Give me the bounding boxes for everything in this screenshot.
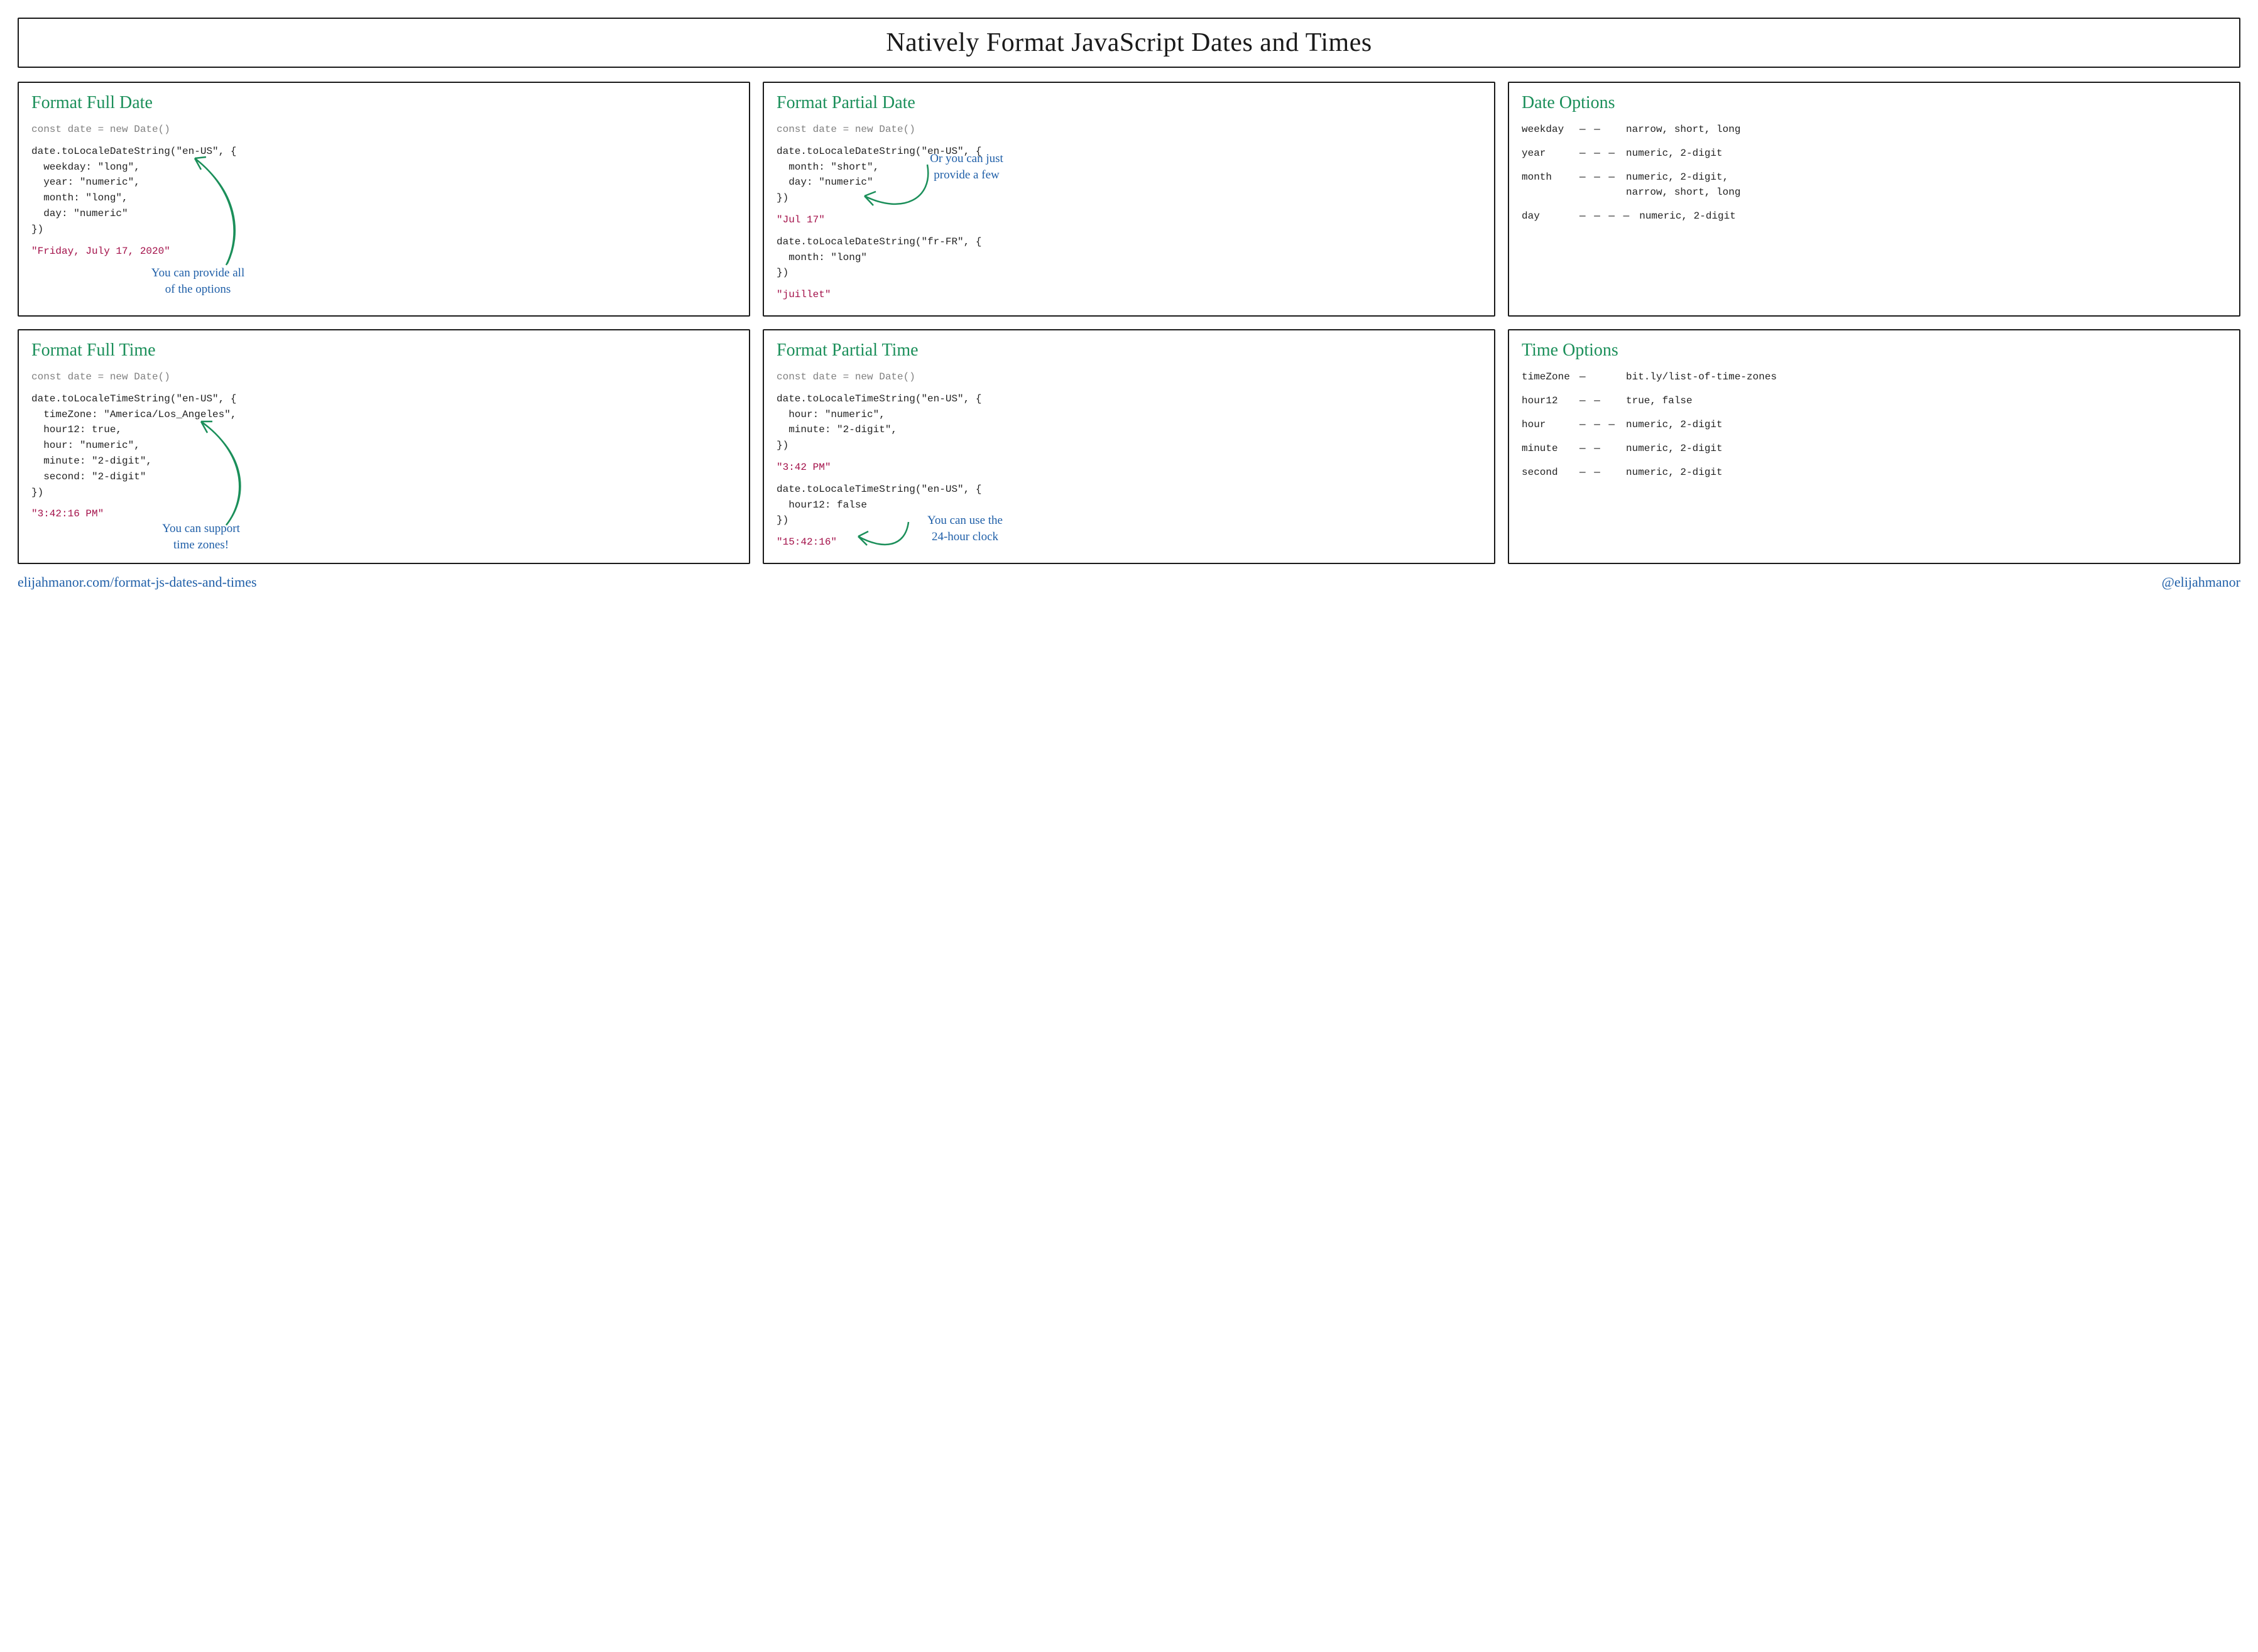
annotation: You can use the 24-hour clock bbox=[899, 513, 1031, 545]
option-values: narrow, short, long bbox=[1626, 122, 2227, 137]
annotation: You can provide all of the options bbox=[119, 265, 276, 297]
option-values: numeric, 2-digit, narrow, short, long bbox=[1626, 170, 2227, 200]
option-row: year — — — numeric, 2-digit bbox=[1522, 146, 2227, 161]
option-row: month — — — numeric, 2-digit, narrow, shor… bbox=[1522, 170, 2227, 200]
option-key: minute bbox=[1522, 441, 1571, 456]
code-result: "3:42:16 PM" bbox=[31, 506, 736, 522]
option-dash: — bbox=[1579, 369, 1617, 384]
panel-partial-time: Format Partial Time const date = new Dat… bbox=[763, 329, 1495, 564]
code-result: "3:42 PM" bbox=[777, 460, 1481, 475]
option-key: timeZone bbox=[1522, 369, 1571, 384]
option-dash: — — — bbox=[1579, 170, 1617, 185]
option-key: hour12 bbox=[1522, 393, 1571, 408]
option-dash: — — — — bbox=[1579, 209, 1630, 224]
option-dash: — — — bbox=[1579, 146, 1617, 161]
code-result: "15:42:16" bbox=[777, 535, 1481, 550]
panel-full-date: Format Full Date const date = new Date()… bbox=[18, 82, 750, 317]
code-block: date.toLocaleDateString("fr-FR", { month… bbox=[777, 234, 1481, 281]
option-row: second — — numeric, 2-digit bbox=[1522, 465, 2227, 480]
option-row: day — — — — numeric, 2-digit bbox=[1522, 209, 2227, 224]
panel-heading: Format Full Date bbox=[31, 93, 736, 113]
option-row: hour — — — numeric, 2-digit bbox=[1522, 417, 2227, 432]
code-decl: const date = new Date() bbox=[31, 369, 736, 385]
code-result: "Jul 17" bbox=[777, 212, 1481, 228]
option-key: year bbox=[1522, 146, 1571, 161]
option-row: weekday — — narrow, short, long bbox=[1522, 122, 2227, 137]
code-block: date.toLocaleTimeString("en-US", { hour:… bbox=[777, 391, 1481, 454]
panel-heading: Time Options bbox=[1522, 340, 2227, 361]
title-box: Natively Format JavaScript Dates and Tim… bbox=[18, 18, 2240, 68]
panel-heading: Date Options bbox=[1522, 93, 2227, 113]
panel-date-options: Date Options weekday — — narrow, short, lo… bbox=[1508, 82, 2240, 317]
panel-heading: Format Partial Date bbox=[777, 93, 1481, 113]
option-values: numeric, 2-digit bbox=[1626, 417, 2227, 432]
code-result: "Friday, July 17, 2020" bbox=[31, 244, 736, 259]
option-dash: — — — bbox=[1579, 417, 1617, 432]
footer-url: elijahmanor.com/format-js-dates-and-time… bbox=[18, 574, 257, 590]
option-key: hour bbox=[1522, 417, 1571, 432]
code-result: "juillet" bbox=[777, 287, 1481, 303]
footer-handle: @elijahmanor bbox=[2162, 574, 2240, 590]
panel-time-options: Time Options timeZone — bit.ly/list-of-tim… bbox=[1508, 329, 2240, 564]
code-block: date.toLocaleDateString("en-US", { month… bbox=[777, 144, 1481, 206]
option-dash: — — bbox=[1579, 122, 1617, 137]
page-title: Natively Format JavaScript Dates and Tim… bbox=[34, 28, 2224, 58]
option-dash: — — bbox=[1579, 465, 1617, 480]
option-dash: — — bbox=[1579, 393, 1617, 408]
panels-grid: Format Full Date const date = new Date()… bbox=[18, 82, 2240, 564]
code-block: date.toLocaleTimeString("en-US", { hour1… bbox=[777, 482, 1481, 528]
option-key: weekday bbox=[1522, 122, 1571, 137]
options-list: weekday — — narrow, short, long year — — — nu… bbox=[1522, 122, 2227, 224]
option-values: true, false bbox=[1626, 393, 2227, 408]
option-values: bit.ly/list-of-time-zones bbox=[1626, 369, 2227, 384]
option-values: numeric, 2-digit bbox=[1626, 146, 2227, 161]
panel-full-time: Format Full Time const date = new Date()… bbox=[18, 329, 750, 564]
code-block: date.toLocaleDateString("en-US", { weekd… bbox=[31, 144, 736, 237]
option-row: minute — — numeric, 2-digit bbox=[1522, 441, 2227, 456]
option-key: day bbox=[1522, 209, 1571, 224]
footer: elijahmanor.com/format-js-dates-and-time… bbox=[18, 574, 2240, 590]
panel-heading: Format Full Time bbox=[31, 340, 736, 361]
option-row: hour12 — — true, false bbox=[1522, 393, 2227, 408]
option-row: timeZone — bit.ly/list-of-time-zones bbox=[1522, 369, 2227, 384]
option-values: numeric, 2-digit bbox=[1639, 209, 2227, 224]
panel-heading: Format Partial Time bbox=[777, 340, 1481, 361]
annotation: You can support time zones! bbox=[129, 521, 273, 553]
options-list: timeZone — bit.ly/list-of-time-zones hour12… bbox=[1522, 369, 2227, 480]
option-values: numeric, 2-digit bbox=[1626, 441, 2227, 456]
option-values: numeric, 2-digit bbox=[1626, 465, 2227, 480]
annotation: Or you can just provide a few bbox=[905, 151, 1028, 183]
option-dash: — — bbox=[1579, 441, 1617, 456]
option-key: second bbox=[1522, 465, 1571, 480]
code-block: date.toLocaleTimeString("en-US", { timeZ… bbox=[31, 391, 736, 501]
code-decl: const date = new Date() bbox=[31, 122, 736, 138]
code-decl: const date = new Date() bbox=[777, 122, 1481, 138]
code-decl: const date = new Date() bbox=[777, 369, 1481, 385]
option-key: month bbox=[1522, 170, 1571, 185]
panel-partial-date: Format Partial Date const date = new Dat… bbox=[763, 82, 1495, 317]
